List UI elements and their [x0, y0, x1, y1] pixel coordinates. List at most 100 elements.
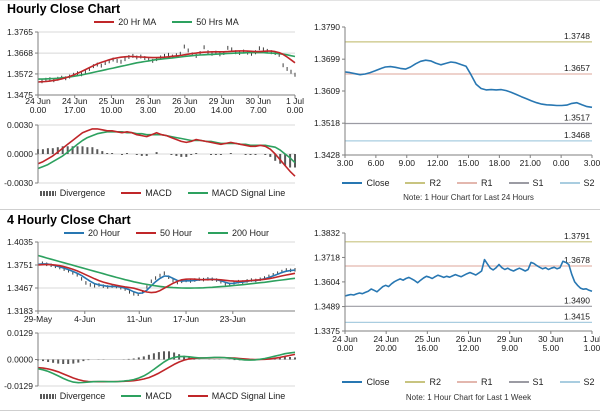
x-tick-label: 20.00: [174, 105, 196, 115]
y-tick-label: 1.3699: [314, 54, 340, 64]
x-tick-label: 0.00: [337, 343, 354, 353]
legend-label: Close: [366, 377, 390, 387]
x-tick-label: 30 Jun: [246, 96, 272, 106]
four-hourly-pivot-note: Note: 1 Hour Chart for Last 1 Week: [405, 393, 532, 402]
x-tick-label: 5.00: [543, 343, 560, 353]
x-tick-label: 0.00: [287, 105, 304, 115]
middle-divider: [0, 209, 600, 210]
legend-item-divergence: Divergence: [39, 391, 106, 401]
four-hourly-pivot-legend: Close R2 R1 S1 S2: [342, 377, 595, 387]
x-tick-label: 24 Jun: [25, 96, 51, 106]
y-tick-label: -0.0030: [4, 178, 33, 188]
legend-label: S1: [532, 377, 544, 387]
hourly-chart-title: Hourly Close Chart: [7, 2, 121, 16]
20-hour-legend-swatch: [63, 232, 84, 234]
y-tick-label: 1.3668: [7, 48, 33, 58]
s2-legend-swatch: [559, 182, 580, 184]
pivot-label-r2: 1.3791: [564, 231, 590, 241]
x-tick-label: 18.00: [489, 158, 511, 168]
x-tick-label: 23-Jun: [220, 314, 246, 324]
legend-label: Divergence: [59, 391, 106, 401]
x-tick-label: 3.00: [337, 158, 354, 168]
x-tick-label: 11-Jun: [127, 314, 153, 324]
y-tick-label: 0.0000: [7, 355, 33, 365]
divergence-legend-swatch: [39, 190, 56, 196]
x-tick-label: 1.00: [584, 343, 600, 353]
bottom-divider: [0, 410, 600, 411]
legend-item-s2: S2: [559, 377, 595, 387]
s1-legend-swatch: [508, 381, 529, 383]
series-close: [344, 258, 593, 297]
legend-label: MACD Signal Line: [211, 391, 286, 401]
hourly-pivot-chart-panel: 1.3748 1.3657 1.3517 1.3468 1.3790 1.3699 1.36…: [300, 0, 600, 208]
four-hourly-close-chart-panel: 4 Hourly Close Chart 1.4035 1.3751 1.3467 1…: [0, 211, 300, 411]
four-hourly-pivot-chart: 1.3791 1.3678 1.3490 1.3415 1.3832 1.3718 1.36…: [314, 228, 600, 353]
legend-item-macd: MACD: [121, 391, 172, 401]
x-tick-label: 1 Jul: [583, 334, 600, 344]
legend-item-r1: R1: [457, 178, 493, 188]
x-tick-label: 14.00: [211, 105, 233, 115]
hourly-pivot-chart: 1.3748 1.3657 1.3517 1.3468 1.3790 1.3699 1.36…: [314, 22, 600, 168]
macd-legend-swatch: [121, 395, 142, 397]
series-20-hr-ma: [37, 50, 296, 83]
y-tick-label: 1.3375: [314, 326, 340, 336]
x-tick-label: 7.00: [250, 105, 267, 115]
x-tick-label: 15.00: [458, 158, 480, 168]
x-tick-label: 24 Jun: [332, 334, 358, 344]
y-tick-label: 1.3790: [314, 22, 340, 32]
four-hourly-chart-title: 4 Hourly Close Chart: [7, 213, 131, 227]
legend-item-50-hour: 50 Hour: [135, 228, 193, 238]
legend-item-50-hrs-ma: 50 Hrs MA: [172, 17, 239, 27]
legend-label: 50 Hour: [159, 228, 193, 238]
four-hourly-pivot-chart-panel: 1.3791 1.3678 1.3490 1.3415 1.3832 1.3718 1.36…: [300, 211, 600, 411]
legend-item-close: Close: [342, 377, 389, 387]
y-tick-label: 1.3609: [314, 86, 340, 96]
divergence-legend-swatch: [39, 393, 56, 399]
s1-legend-swatch: [508, 182, 529, 184]
hourly-close-chart-panel: Hourly Close Chart 1.3765 1.3668 1.3572 1.3…: [0, 0, 304, 208]
series-close-bars: [37, 44, 296, 84]
x-tick-label: 17-Jun: [173, 314, 199, 324]
x-tick-label: 9.00: [501, 343, 518, 353]
y-tick-label: 1.3489: [314, 302, 340, 312]
legend-item-20-hour: 20 Hour: [63, 228, 120, 238]
legend-label: Divergence: [59, 188, 106, 198]
legend-item-macd-signal-line: MACD Signal Line: [187, 188, 285, 198]
x-tick-label: 29 Jun: [497, 334, 523, 344]
series-macd: [37, 128, 296, 177]
series-close: [344, 59, 593, 109]
close-legend-swatch: [342, 182, 363, 184]
pivot-label-r1: 1.3657: [564, 63, 590, 73]
legend-label: R1: [481, 178, 493, 188]
x-tick-label: 12.00: [458, 343, 480, 353]
legend-label: R2: [429, 377, 441, 387]
20-hr-ma-legend-swatch: [94, 21, 115, 23]
legend-item-s1: S1: [508, 178, 544, 188]
pivot-label-s2: 1.3468: [564, 130, 590, 140]
legend-label: S1: [532, 178, 544, 188]
hourly-pivot-note: Note: 1 Hour Chart for Last 24 Hours: [403, 193, 534, 202]
y-tick-label: 1.4035: [7, 237, 33, 247]
hourly-price-legend: 20 Hr MA 50 Hrs MA: [38, 17, 295, 27]
x-tick-label: 12.00: [427, 158, 449, 168]
macd-signal-line-legend-swatch: [187, 192, 208, 194]
legend-item-s1: S1: [508, 377, 544, 387]
pivot-label-s1: 1.3517: [564, 113, 590, 123]
y-tick-label: 1.3718: [314, 252, 340, 262]
x-tick-label: 3.00: [584, 158, 600, 168]
200-hour-legend-swatch: [208, 232, 229, 234]
legend-label: 50 Hrs MA: [196, 17, 239, 27]
legend-item-macd-signal-line: MACD Signal Line: [187, 391, 286, 401]
y-tick-label: 0.0030: [7, 120, 33, 130]
x-tick-label: 30 Jun: [538, 334, 564, 344]
series-50-hour: [37, 263, 296, 294]
y-tick-label: 1.3751: [7, 260, 33, 270]
y-tick-label: -0.0129: [4, 381, 33, 391]
x-tick-label: 10.00: [101, 105, 123, 115]
series-macd: [37, 351, 296, 384]
y-tick-label: 1.3467: [7, 283, 33, 293]
macd-legend-swatch: [121, 192, 142, 194]
legend-label: MACD: [145, 188, 172, 198]
50-hrs-ma-legend-swatch: [172, 21, 193, 23]
